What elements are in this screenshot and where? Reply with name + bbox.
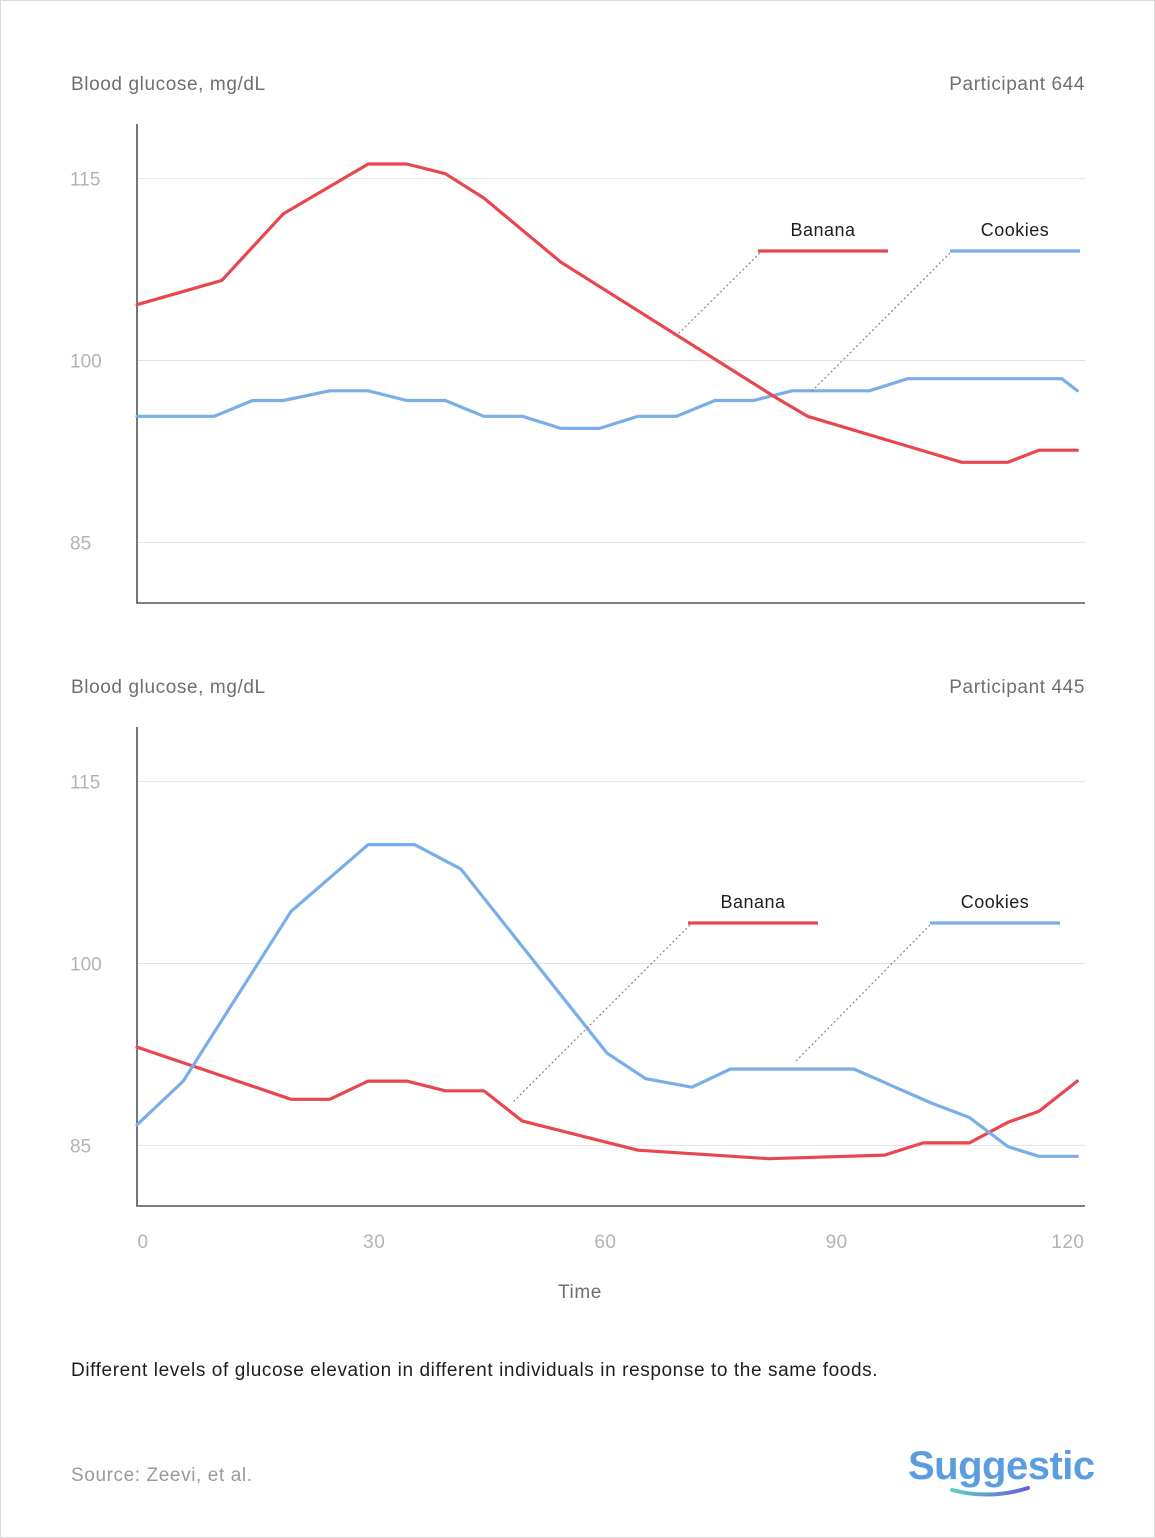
legend-leader-cookies — [794, 924, 931, 1063]
x-tick-label: 90 — [826, 1232, 848, 1253]
y-tick-label: 100 — [70, 351, 102, 372]
legend-leader-banana — [512, 924, 691, 1103]
chart1-title: Participant 644 — [949, 74, 1085, 95]
chart2-ylabel: Blood glucose, mg/dL — [71, 677, 266, 698]
series-line-cookies — [135, 842, 1079, 1158]
chart-participant-445: 85 100 115 0 30 60 90 120 Time Banana Cookies — [70, 727, 1085, 1303]
axes — [136, 124, 1085, 604]
series-line-cookies — [135, 377, 1079, 430]
chart-participant-644: 85 100 115 Banana Cookies — [70, 124, 1085, 604]
series-line-banana — [135, 1045, 1079, 1161]
y-tick-label: 85 — [70, 533, 91, 554]
x-tick-label: 120 — [1051, 1232, 1084, 1253]
y-tick-label: 100 — [70, 954, 102, 975]
legend-label-cookies: Cookies — [961, 892, 1030, 912]
logo-text: Suggestic — [908, 1444, 1095, 1488]
x-tick-label: 60 — [594, 1232, 616, 1253]
chart1-ylabel: Blood glucose, mg/dL — [71, 74, 266, 95]
x-tick-label: 30 — [363, 1232, 385, 1253]
y-tick-label: 115 — [70, 170, 100, 191]
source-text: Source: Zeevi, et al. — [71, 1465, 253, 1486]
legend-leader-cookies — [809, 252, 951, 394]
chart2-title: Participant 445 — [949, 677, 1085, 698]
x-tick-label: 0 — [137, 1232, 148, 1253]
x-axis-label: Time — [558, 1282, 602, 1303]
legend-leader-banana — [677, 252, 761, 335]
legend-label-cookies: Cookies — [981, 220, 1050, 240]
logo-swoosh-icon — [950, 1486, 1030, 1497]
series-line-banana — [135, 162, 1079, 464]
suggestic-logo: Suggestic — [908, 1444, 1095, 1489]
figure-caption: Different levels of glucose elevation in… — [71, 1360, 879, 1381]
legend-label-banana: Banana — [720, 892, 786, 912]
y-tick-label: 85 — [70, 1136, 91, 1157]
legend-label-banana: Banana — [790, 220, 856, 240]
axes — [136, 727, 1085, 1207]
y-tick-label: 115 — [70, 773, 100, 794]
